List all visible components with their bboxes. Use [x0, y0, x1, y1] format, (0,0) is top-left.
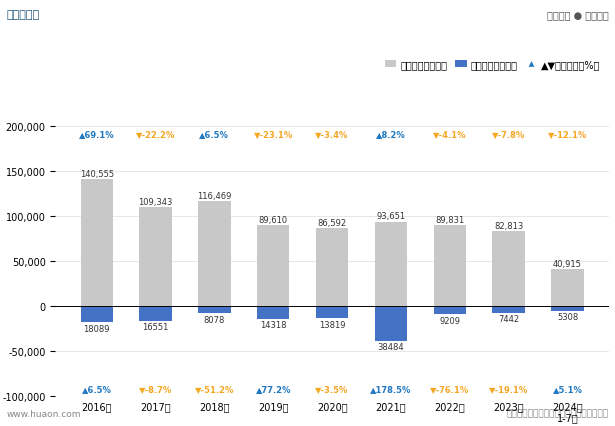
- Text: 7442: 7442: [498, 314, 519, 323]
- Text: 9209: 9209: [439, 316, 460, 325]
- Bar: [375, 306, 407, 341]
- Text: ▲8.2%: ▲8.2%: [376, 130, 406, 139]
- Text: ▼-19.1%: ▼-19.1%: [489, 385, 528, 394]
- Text: 2016-2024年7月鞍山高新技术产业开发区（境内目的地/货源地）进、出口额: 2016-2024年7月鞍山高新技术产业开发区（境内目的地/货源地）进、出口额: [158, 44, 457, 58]
- Text: ▲69.1%: ▲69.1%: [79, 130, 114, 139]
- Text: 109,343: 109,343: [138, 198, 173, 207]
- Text: ▼-51.2%: ▼-51.2%: [195, 385, 234, 394]
- Text: 资料来源：中国海关、华经产业研究院整理: 资料来源：中国海关、华经产业研究院整理: [507, 409, 609, 418]
- Text: 86,592: 86,592: [317, 218, 347, 227]
- Bar: [257, 306, 290, 319]
- Text: 116,469: 116,469: [197, 191, 232, 200]
- Bar: [375, 222, 407, 306]
- Bar: [140, 208, 172, 306]
- Text: ▲77.2%: ▲77.2%: [255, 385, 291, 394]
- Text: ▼-22.2%: ▼-22.2%: [136, 130, 175, 139]
- Bar: [434, 225, 466, 306]
- Bar: [316, 306, 348, 319]
- Bar: [493, 232, 525, 306]
- Bar: [81, 306, 113, 322]
- Bar: [198, 306, 231, 314]
- Text: 14318: 14318: [260, 320, 287, 329]
- Text: ▲6.5%: ▲6.5%: [199, 130, 229, 139]
- Bar: [434, 306, 466, 314]
- Text: 140,555: 140,555: [79, 170, 114, 178]
- Bar: [257, 226, 290, 306]
- Bar: [551, 270, 584, 306]
- Text: 华经情报网: 华经情报网: [6, 10, 39, 20]
- Text: 16551: 16551: [142, 322, 169, 331]
- Bar: [493, 306, 525, 313]
- Bar: [140, 306, 172, 321]
- Text: 38484: 38484: [378, 342, 404, 351]
- Text: ▼-8.7%: ▼-8.7%: [139, 385, 172, 394]
- Text: ▲178.5%: ▲178.5%: [370, 385, 411, 394]
- Text: ▼-7.8%: ▼-7.8%: [492, 130, 525, 139]
- Text: 93,651: 93,651: [376, 212, 405, 221]
- Text: 13819: 13819: [319, 320, 346, 329]
- Text: 82,813: 82,813: [494, 222, 523, 230]
- Bar: [316, 228, 348, 306]
- Text: 5308: 5308: [557, 312, 578, 321]
- Text: ▼-23.1%: ▼-23.1%: [253, 130, 293, 139]
- Text: 89,610: 89,610: [259, 216, 288, 225]
- Legend: 出口额（千美元）, 进口额（千美元）, ▲▼同比增长（%）: 出口额（千美元）, 进口额（千美元）, ▲▼同比增长（%）: [381, 56, 604, 74]
- Text: ▲6.5%: ▲6.5%: [82, 385, 112, 394]
- Bar: [198, 201, 231, 306]
- Text: 40,915: 40,915: [553, 259, 582, 268]
- Text: ▼-3.5%: ▼-3.5%: [315, 385, 349, 394]
- Text: 89,831: 89,831: [435, 215, 464, 224]
- Text: ▼-3.4%: ▼-3.4%: [315, 130, 349, 139]
- Text: ▲5.1%: ▲5.1%: [552, 385, 582, 394]
- Text: 专业严谨 ● 客观科学: 专业严谨 ● 客观科学: [547, 10, 609, 20]
- Text: 18089: 18089: [84, 324, 110, 333]
- Text: 8078: 8078: [204, 315, 225, 324]
- Bar: [81, 180, 113, 306]
- Text: www.huaon.com: www.huaon.com: [6, 409, 81, 418]
- Text: ▼-76.1%: ▼-76.1%: [430, 385, 469, 394]
- Bar: [551, 306, 584, 311]
- Text: ▼-12.1%: ▼-12.1%: [548, 130, 587, 139]
- Text: ▼-4.1%: ▼-4.1%: [433, 130, 467, 139]
